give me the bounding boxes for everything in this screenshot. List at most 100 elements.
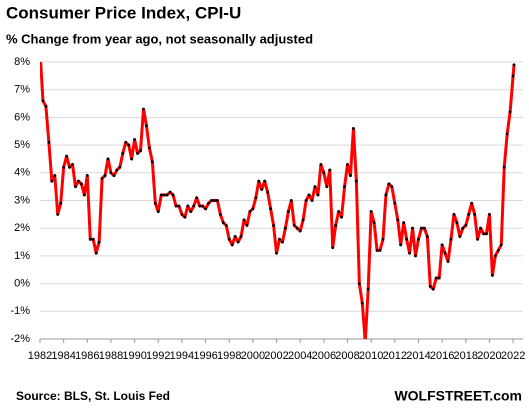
point xyxy=(470,201,474,205)
point xyxy=(159,193,163,197)
brand: WOLFSTREET.com xyxy=(394,388,522,404)
point xyxy=(145,124,148,128)
x-tick-label: 1998 xyxy=(217,350,241,362)
point xyxy=(493,254,497,258)
point xyxy=(281,240,284,244)
point xyxy=(257,179,261,183)
point xyxy=(142,107,145,111)
point xyxy=(139,149,142,153)
point xyxy=(195,196,199,200)
point xyxy=(434,276,438,280)
point xyxy=(313,185,317,189)
line xyxy=(40,62,516,339)
point xyxy=(254,196,258,200)
point xyxy=(216,199,219,202)
point xyxy=(431,287,435,291)
point xyxy=(357,282,361,285)
point xyxy=(364,340,367,343)
point xyxy=(490,273,494,277)
chart-subtitle: % Change from year ago, not seasonally a… xyxy=(6,31,313,46)
point xyxy=(150,160,154,164)
y-tick-label: -2% xyxy=(10,333,30,345)
point xyxy=(210,199,213,202)
point xyxy=(505,132,509,136)
y-tick-label: 0% xyxy=(14,278,30,290)
point xyxy=(85,174,89,177)
point xyxy=(59,201,63,205)
x-tick-label: 2010 xyxy=(359,350,383,362)
point xyxy=(221,221,225,225)
point xyxy=(328,168,332,172)
chart-title: Consumer Price Index, CPI-U xyxy=(6,3,241,22)
x-tick-label: 2016 xyxy=(430,350,454,362)
point xyxy=(499,243,503,247)
point xyxy=(284,226,287,230)
point xyxy=(112,174,116,177)
y-tick-label: 1% xyxy=(14,250,30,262)
point xyxy=(186,204,190,208)
point xyxy=(177,204,181,208)
point xyxy=(473,212,477,216)
point xyxy=(236,240,240,244)
point xyxy=(204,207,207,211)
point xyxy=(103,174,107,177)
point xyxy=(162,193,166,197)
point xyxy=(118,165,122,169)
point xyxy=(316,193,320,197)
point xyxy=(455,221,459,225)
x-tick-label: 1994 xyxy=(170,350,194,362)
point xyxy=(248,210,252,213)
x-tick-label: 2004 xyxy=(288,350,312,362)
point xyxy=(331,246,335,249)
point xyxy=(322,171,326,175)
point xyxy=(458,235,462,238)
point xyxy=(74,185,77,189)
point xyxy=(482,232,485,236)
point xyxy=(387,182,391,186)
point xyxy=(47,140,51,144)
y-tick-label: 6% xyxy=(14,111,30,123)
point xyxy=(512,63,516,67)
point xyxy=(488,212,491,216)
point xyxy=(230,243,234,247)
point xyxy=(263,179,267,183)
point xyxy=(428,284,432,288)
point xyxy=(393,201,397,205)
point xyxy=(174,204,178,208)
point xyxy=(260,188,264,191)
point xyxy=(79,182,83,186)
point xyxy=(508,110,512,114)
point xyxy=(94,251,98,255)
point xyxy=(183,215,187,219)
point xyxy=(168,190,172,194)
point xyxy=(337,210,341,213)
point xyxy=(366,287,370,291)
point xyxy=(133,138,137,141)
y-tick-label: 8% xyxy=(14,56,30,68)
point xyxy=(207,201,210,205)
point xyxy=(325,185,329,189)
point xyxy=(218,212,222,216)
point xyxy=(298,229,302,233)
point xyxy=(56,212,60,216)
point xyxy=(224,224,228,227)
x-tick-label: 1992 xyxy=(146,350,170,362)
point xyxy=(443,251,447,255)
point xyxy=(171,193,175,197)
x-tick-label: 1996 xyxy=(193,350,217,362)
point xyxy=(289,199,293,202)
x-tick-label: 2022 xyxy=(501,350,525,362)
point xyxy=(452,212,456,216)
x-tick-label: 2002 xyxy=(264,350,288,362)
y-tick-label: 5% xyxy=(14,139,30,151)
x-tick-label: 2020 xyxy=(477,350,501,362)
point xyxy=(378,248,382,252)
point xyxy=(411,226,414,230)
point xyxy=(384,193,388,197)
point xyxy=(97,240,101,244)
x-tick-label: 1988 xyxy=(99,350,123,362)
point xyxy=(127,143,131,147)
point xyxy=(310,199,314,202)
x-tick-label: 2006 xyxy=(312,350,336,362)
